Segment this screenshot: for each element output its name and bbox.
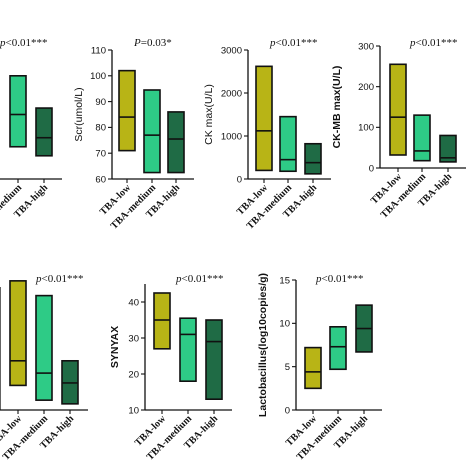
p-value-annotation: p<0.01*** [175, 273, 223, 285]
p-symbol: p [175, 273, 182, 285]
p-value-annotation: p<0.01*** [269, 37, 317, 49]
y-tick-label: 3000 [221, 45, 242, 56]
box-tba-medium [279, 115, 297, 173]
y-tick-label: 200 [358, 82, 374, 93]
p-value-text: <0.01*** [182, 273, 224, 285]
panel-p6: 10203040SYNYAXp<0.01***TBA-lowTBA-medium… [109, 273, 232, 463]
p-value-text: =0.03* [141, 37, 172, 49]
p-value-annotation: P=0.03* [133, 37, 172, 49]
p-value-text: <0.01*** [42, 273, 84, 285]
y-tick-label: 10 [128, 405, 139, 416]
p-value-text: <0.01*** [6, 37, 48, 49]
y-tick-label: 70 [95, 149, 106, 160]
box-tba-low [389, 63, 407, 156]
box-tba-medium [143, 89, 161, 174]
box-tba-low [9, 280, 27, 387]
y-tick-label: 5 [285, 362, 290, 373]
y-tick-label: 20 [128, 369, 139, 380]
y-axis-title: Scr(umol/L) [73, 87, 85, 141]
p-symbol: p [269, 37, 276, 49]
box-tba-medium [413, 114, 431, 162]
box-tba-medium [179, 317, 197, 383]
box-tba-high [205, 319, 223, 400]
y-tick-label: 0 [285, 405, 290, 416]
p-symbol: p [315, 273, 322, 285]
box-tba-high [439, 134, 457, 163]
p-symbol: P [133, 37, 141, 49]
y-tick-label: 90 [95, 97, 106, 108]
y-tick-label: 30 [128, 333, 139, 344]
y-tick-label: 60 [95, 174, 106, 185]
p-value-annotation: p<0.01*** [315, 273, 363, 285]
box-tba-medium [329, 325, 347, 371]
box-tba-high [167, 111, 185, 174]
box-tba-high [304, 142, 322, 175]
y-tick-label: 0 [237, 174, 242, 185]
y-tick-label: 80 [95, 123, 106, 134]
y-axis-title: CK max(U/L) [203, 84, 215, 145]
p-value-annotation: p<0.01*** [0, 37, 47, 49]
panel-p2: 60708090100110Scr(umol/L)P=0.03*TBA-lowT… [73, 37, 194, 232]
box-tba-low [153, 292, 171, 350]
y-tick-label: 0 [369, 163, 374, 174]
y-tick-label: 10 [279, 319, 290, 330]
y-tick-label: 100 [358, 123, 374, 134]
y-axis-title: CK-MB max(U/L) [331, 66, 343, 149]
p-value-annotation: p<0.01*** [35, 273, 83, 285]
box-tba-high [35, 107, 53, 157]
y-tick-label: 110 [91, 45, 106, 56]
p-symbol: p [409, 37, 416, 49]
box-tba-medium [35, 294, 53, 401]
y-tick-label: 40 [128, 297, 139, 308]
p-value-text: <0.01*** [276, 37, 318, 49]
p-value-text: <0.01*** [322, 273, 364, 285]
y-tick-label: 15 [279, 275, 290, 286]
p-value-text: <0.01*** [416, 37, 458, 49]
y-axis-title: SYNYAX [109, 326, 121, 368]
box-tba-low [118, 69, 136, 152]
y-tick-label: 100 [90, 71, 106, 82]
y-tick-label: 2000 [221, 88, 242, 99]
y-axis-title: Lactobacillus(log10copies/g) [257, 273, 269, 417]
y-tick-label: 1000 [221, 131, 242, 142]
box-tba-low [255, 65, 273, 172]
y-tick-label: 300 [358, 41, 374, 52]
box-tba-medium [9, 75, 27, 148]
panel-p7: 0 5 10 15 Lactobacillus(log10copies/g) p<0.01… [257, 273, 382, 463]
p-value-annotation: p<0.01*** [409, 37, 457, 49]
p-symbol: p [35, 273, 42, 285]
box-tba-low [304, 346, 322, 390]
p-symbol: p [0, 37, 6, 49]
